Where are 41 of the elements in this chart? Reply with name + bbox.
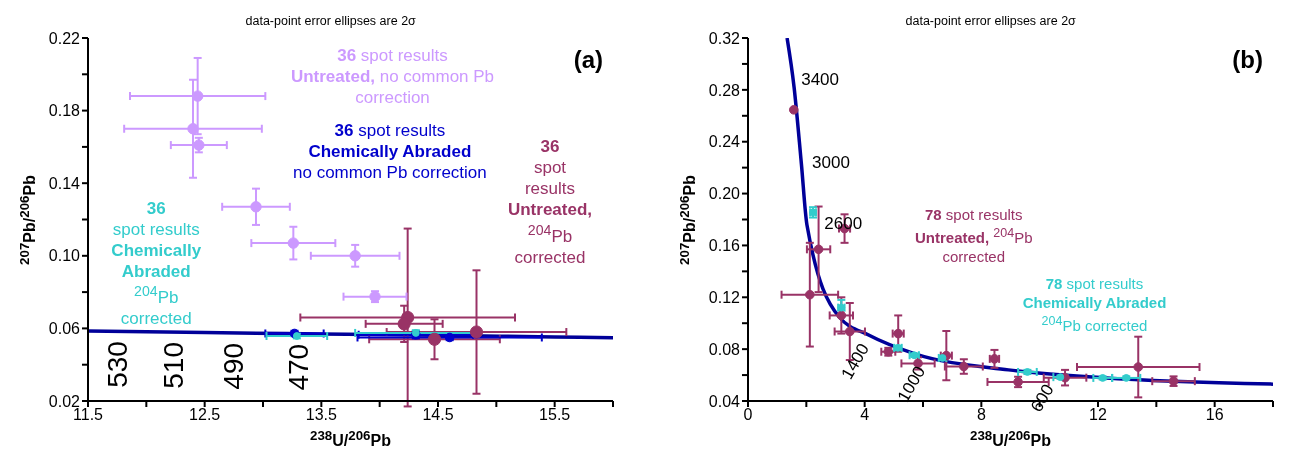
y-tick-label: 0.04 [708,392,741,410]
x-tick-label: 11.5 [73,406,104,424]
annotation: 530 [102,341,134,388]
x-tick-label: 15.5 [539,406,571,424]
y-tick-label: 0.08 [708,340,741,358]
x-tick-label: 14.5 [422,406,454,424]
y-tick-label: 0.10 [48,247,81,265]
x-tick-label: 13.5 [305,406,338,424]
annotation: 470 [283,343,315,391]
y-tick-label: 0.14 [48,174,81,192]
chart-title: data-point error ellipses are 2σ [245,14,416,28]
y-tick-label: 0.28 [708,81,741,99]
x-axis-title: $^{238}$U/$^{206}$Pb [310,428,391,451]
annotation: 490 [217,342,249,390]
x-tick-label: 16 [1205,406,1224,424]
x-tick-label: 8 [976,406,986,424]
text: 36 spot results Untreated, $^{204}$Pb corrected [507,137,593,267]
chart-title: data-point error ellipses are 2σ [905,14,1076,28]
y-tick-label: 0.22 [48,29,81,47]
x-axis-title: $^{238}$U/$^{206}$Pb [970,428,1051,451]
text: 78 spot results Chemically Abraded $^{204}$Pb corrected [1022,274,1167,334]
annotation: 3000 [812,153,850,173]
x-tick-label: 12 [1089,406,1107,424]
y-tick-label: 0.24 [708,133,741,151]
y-tick-label: 0.18 [48,102,81,120]
x-tick-label: 12.5 [189,406,221,424]
text: 36 spot results Chemically Abraded no common Pb correction [293,120,487,182]
text: 36 spot results Chemically Abraded $^{204}$Pb corrected [111,198,202,329]
annotation: 510 [158,342,190,389]
x-tick-label: 0 [743,406,753,424]
x-tick-label: 4 [860,406,870,424]
y-tick-label: 0.20 [708,185,741,203]
y-tick-label: 0.32 [708,29,741,47]
annotation: (b) [1232,46,1263,74]
annotation: (a) [573,46,603,74]
y-tick-label: 0.12 [708,288,741,306]
text: 78 spot results Untreated, $^{204}$Pb corrected [914,205,1033,265]
text: 36 spot results Untreated, no common Pb correction [290,46,495,108]
y-tick-label: 0.06 [48,320,81,338]
y-tick-label: 0.16 [708,237,741,255]
annotation: 3400 [801,70,840,90]
